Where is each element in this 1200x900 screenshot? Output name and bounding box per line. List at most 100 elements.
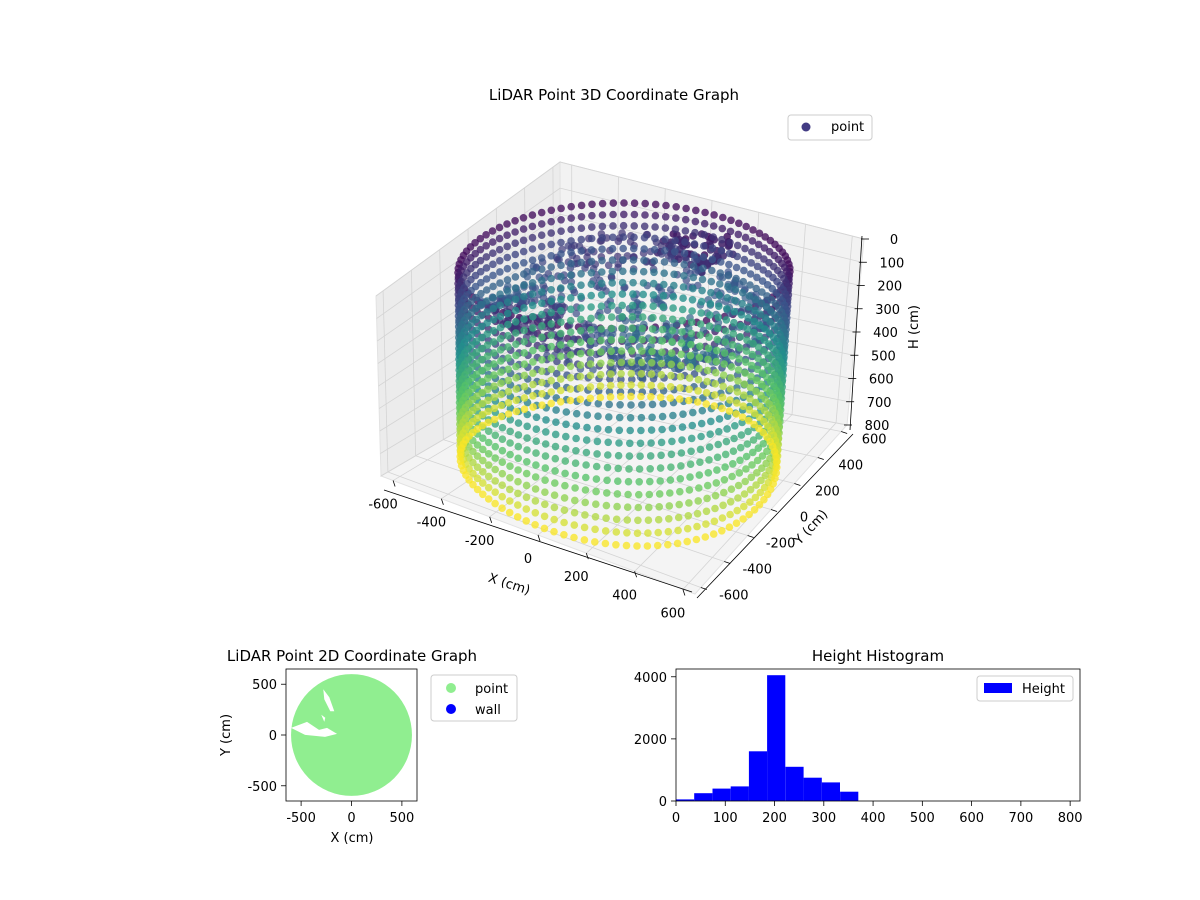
point-3d: [640, 256, 648, 265]
point-3d: [532, 425, 541, 434]
point-3d: [741, 233, 750, 242]
point-3d: [689, 273, 698, 282]
point-3d: [560, 518, 568, 527]
z-tick-label-3d: 200: [877, 280, 902, 295]
point-3d: [592, 487, 600, 496]
point-3d: [728, 472, 736, 481]
point-3d: [503, 276, 512, 284]
point-3d: [694, 375, 703, 384]
point-3d: [686, 460, 695, 469]
point-3d: [647, 393, 655, 401]
point-3d: [512, 407, 521, 416]
point-3d: [705, 443, 714, 451]
point-3d: [725, 523, 734, 531]
point-3d: [605, 413, 613, 421]
point-3d: [657, 382, 665, 390]
point-3d: [729, 447, 738, 456]
point-3d: [577, 304, 585, 312]
point-3d: [722, 316, 731, 324]
point-3d: [603, 463, 612, 472]
point-3d: [473, 474, 482, 483]
point-3d: [531, 509, 540, 517]
point-3d: [677, 449, 686, 457]
point-3d: [726, 238, 734, 247]
point-3d: [483, 308, 491, 316]
point-3d: [577, 292, 585, 301]
point-3d: [732, 263, 741, 272]
point-3d: [655, 490, 664, 498]
point-3d: [506, 416, 515, 424]
point-3d: [556, 375, 565, 383]
point-3d: [641, 211, 649, 219]
point-3d: [576, 384, 585, 392]
point-3d: [506, 427, 514, 436]
point-3d: [629, 256, 638, 264]
point-3d: [577, 224, 586, 232]
point-3d: [631, 364, 639, 372]
point-3d: [523, 434, 531, 442]
point-3d: [528, 211, 537, 219]
point-3d: [702, 520, 710, 528]
x-tick-mark-3d: [441, 498, 444, 505]
point-3d: [636, 439, 645, 448]
point-3d: [700, 231, 709, 239]
point-3d: [634, 516, 642, 525]
point-3d: [646, 477, 654, 486]
point-3d: [498, 435, 507, 444]
point-3d: [743, 325, 752, 333]
x-tick-label-histogram: 300: [811, 811, 836, 826]
point-3d: [571, 471, 580, 480]
point-3d: [730, 307, 739, 316]
point-3d: [668, 338, 676, 346]
point-3d: [587, 257, 596, 266]
point-3d: [704, 355, 712, 364]
point-3d: [491, 431, 500, 440]
point-3d: [747, 259, 755, 267]
point-3d: [547, 217, 555, 226]
point-3d: [715, 302, 723, 311]
point-3d: [538, 378, 546, 387]
point-3d: [598, 211, 607, 219]
point-3d: [491, 454, 500, 462]
point-3d: [651, 200, 660, 209]
point-3d: [628, 313, 637, 321]
point-3d: [609, 222, 617, 230]
point-3d: [489, 271, 497, 280]
point-3d: [547, 354, 555, 362]
point-3d: [653, 365, 662, 373]
point-3d: [490, 360, 498, 368]
point-3d: [700, 219, 709, 228]
point-3d: [566, 385, 575, 393]
point-3d: [484, 450, 493, 458]
point-3d: [666, 383, 675, 391]
point-3d: [629, 278, 637, 287]
point-3d: [498, 481, 507, 490]
point-3d: [606, 393, 615, 401]
point-3d: [597, 359, 605, 368]
point-3d: [726, 385, 735, 393]
point-3d: [607, 313, 616, 321]
point-3d: [719, 371, 728, 380]
point-3d: [522, 469, 531, 478]
point-3d: [497, 368, 505, 376]
gap-2d: [321, 714, 326, 722]
x-tick-label-histogram: 600: [959, 811, 984, 826]
point-3d: [557, 238, 565, 247]
point-3d: [561, 445, 570, 453]
point-3d: [520, 281, 528, 290]
point-3d: [706, 300, 715, 308]
point-3d: [607, 347, 615, 356]
point-3d: [649, 313, 657, 322]
point-3d: [709, 233, 717, 241]
point-3d: [715, 415, 724, 423]
point-3d: [496, 334, 505, 343]
point-3d: [576, 338, 585, 347]
point-3d: [674, 513, 683, 522]
histogram-bar: [748, 751, 768, 801]
point-3d: [750, 409, 759, 418]
point-3d: [528, 245, 537, 253]
point-3d: [496, 268, 504, 276]
histogram-title: Height Histogram: [812, 647, 944, 665]
point-3d: [713, 466, 721, 474]
point-3d: [736, 344, 744, 352]
